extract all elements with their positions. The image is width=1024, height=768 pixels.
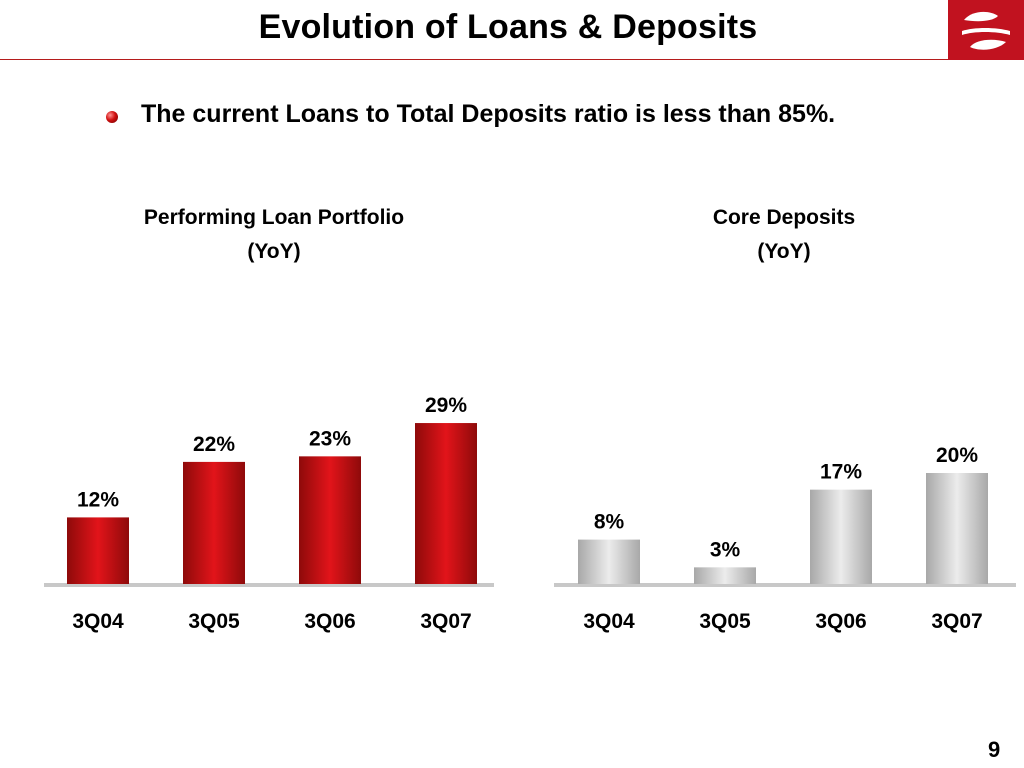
loan-chart-baseline [44, 583, 494, 587]
loan-value-label-3Q06: 23% [309, 427, 351, 450]
deposit-value-label-3Q06: 17% [820, 461, 862, 484]
deposit-value-label-3Q07: 20% [936, 444, 978, 467]
deposit-category-label-3Q07: 3Q07 [931, 610, 982, 633]
deposit-value-label-3Q05: 3% [710, 538, 741, 561]
deposit-chart-baseline [554, 583, 1016, 587]
loan-category-label-3Q07: 3Q07 [420, 610, 471, 633]
deposit-bar-3Q06 [810, 489, 872, 584]
loan-bar-3Q04 [67, 517, 129, 584]
deposit-bar-3Q07 [926, 473, 988, 584]
bullet-text: The current Loans to Total Deposits rati… [141, 100, 836, 128]
deposit-category-label-3Q06: 3Q06 [815, 610, 866, 633]
deposit-value-label-3Q04: 8% [594, 511, 625, 534]
deposit-chart-title: Core Deposits [712, 206, 856, 229]
loan-bar-3Q07 [415, 423, 477, 584]
loan-bar-3Q06 [299, 456, 361, 584]
loan-value-label-3Q05: 22% [193, 433, 235, 456]
bullet-icon [106, 111, 118, 123]
deposit-category-label-3Q05: 3Q05 [699, 610, 751, 633]
title-divider [0, 59, 948, 60]
loan-chart-subtitle: (YoY) [247, 240, 301, 263]
deposit-chart-subtitle: (YoY) [757, 240, 811, 263]
loan-value-label-3Q07: 29% [425, 394, 467, 417]
deposit-bar-3Q04 [578, 539, 640, 584]
loan-value-label-3Q04: 12% [77, 488, 119, 511]
deposit-category-label-3Q04: 3Q04 [583, 610, 635, 633]
page-number: 9 [988, 737, 1001, 762]
logo-icon [962, 11, 1010, 50]
loan-category-label-3Q06: 3Q06 [304, 610, 355, 633]
slide-title: Evolution of Loans & Deposits [258, 8, 758, 46]
loan-bar-3Q05 [183, 461, 245, 584]
bank-logo [948, 0, 1024, 60]
loan-chart-title: Performing Loan Portfolio [143, 206, 405, 229]
loan-category-label-3Q05: 3Q05 [188, 610, 240, 633]
deposit-bar-3Q05 [694, 567, 756, 584]
loan-category-label-3Q04: 3Q04 [72, 610, 124, 633]
